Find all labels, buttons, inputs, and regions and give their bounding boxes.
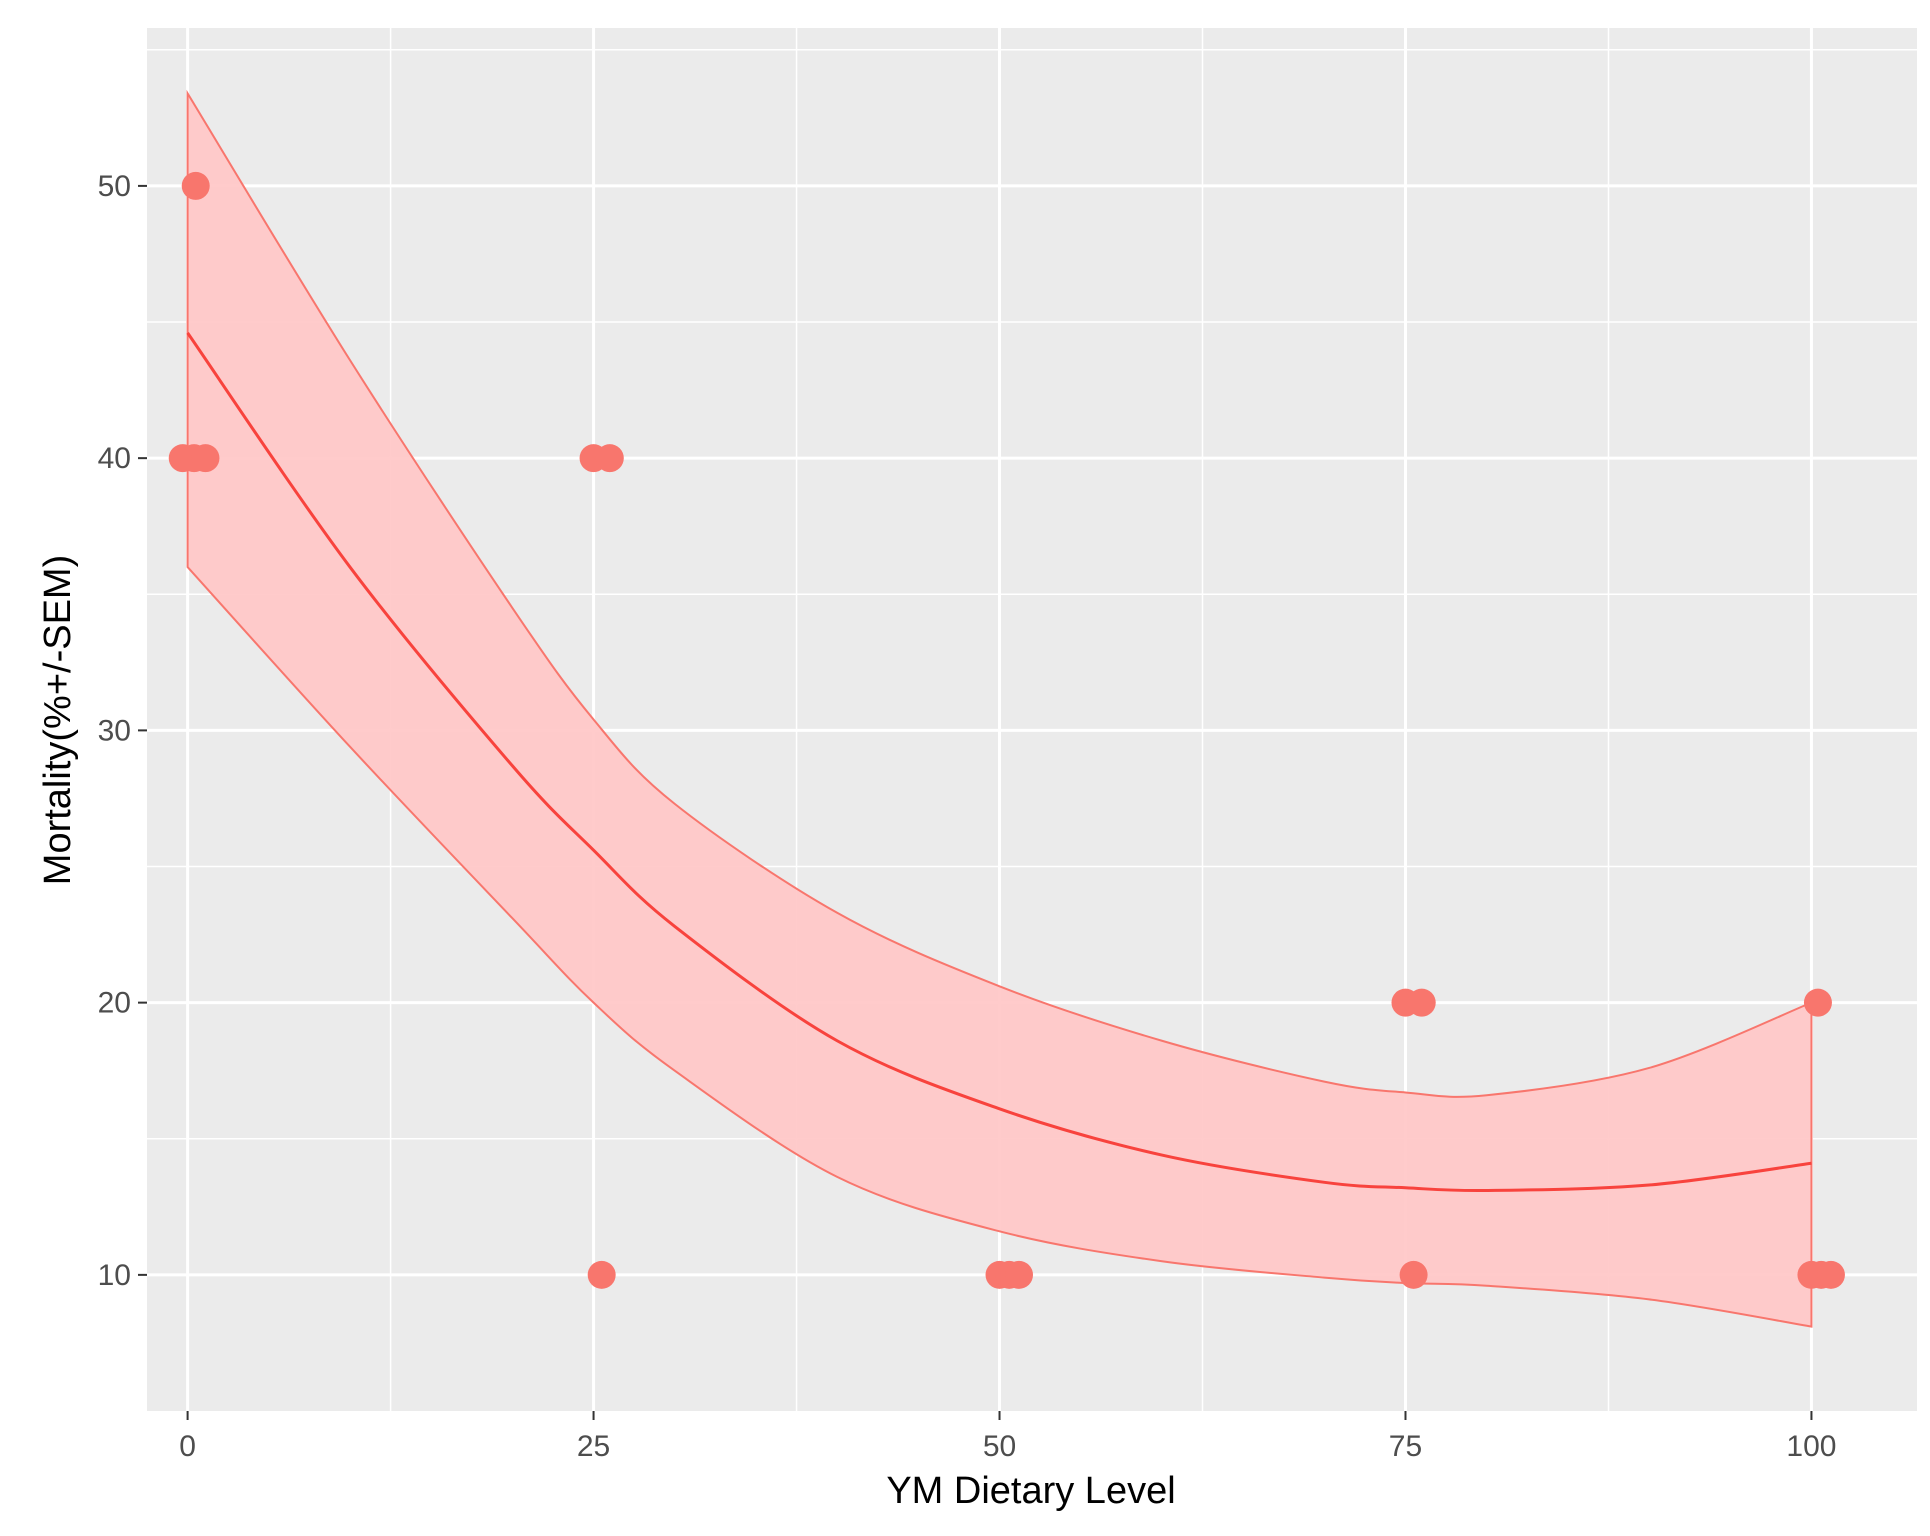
data-point [181, 171, 210, 200]
data-point [1005, 1260, 1034, 1289]
fit-line-group [186, 332, 1812, 1193]
confidence-band [186, 89, 1813, 1328]
data-point [191, 444, 220, 473]
x-axis-title: YM Dietary Level [886, 1470, 1175, 1512]
data-point [1803, 988, 1832, 1017]
fit-line [186, 332, 1812, 1193]
y-axis-title: Mortality(%+/-SEM) [37, 555, 79, 885]
data-point [1407, 988, 1436, 1017]
y-tick-label: 20 [98, 987, 131, 1020]
confidence-ribbon [186, 89, 1813, 1328]
y-tick-label: 30 [98, 714, 131, 747]
x-tick-label: 25 [577, 1430, 610, 1463]
data-point [1816, 1260, 1845, 1289]
y-tick-label: 50 [98, 170, 131, 203]
data-points [168, 171, 1845, 1289]
x-tick-label: 50 [983, 1430, 1016, 1463]
data-point [587, 1260, 616, 1289]
data-point [1399, 1260, 1428, 1289]
data-point [595, 444, 624, 473]
y-tick-label: 10 [98, 1259, 131, 1292]
x-tick-label: 0 [179, 1430, 196, 1463]
x-tick-label: 75 [1389, 1430, 1422, 1463]
axes: 0 25 50 75 100 10 20 30 40 50 [98, 170, 1837, 1463]
y-tick-label: 40 [98, 442, 131, 475]
x-tick-label: 100 [1786, 1430, 1836, 1463]
